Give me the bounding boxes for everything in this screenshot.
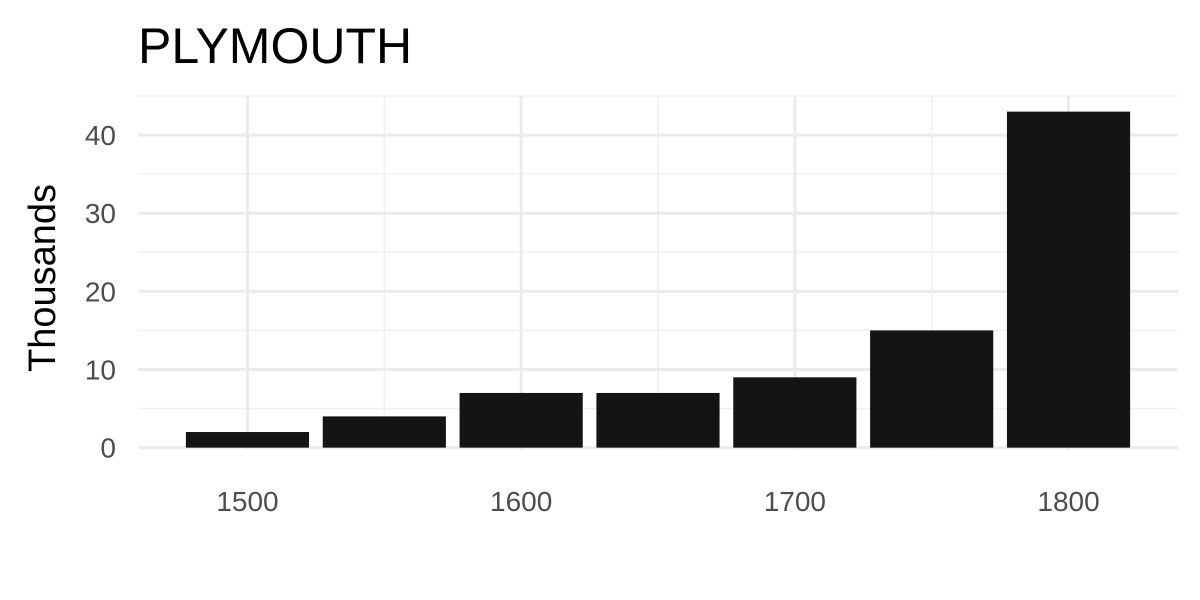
y-axis-ticks: 0 10 20 30 40	[85, 120, 116, 464]
chart-title: PLYMOUTH	[138, 18, 412, 74]
bar	[322, 416, 446, 448]
y-tick-label: 0	[100, 433, 116, 464]
y-axis-label: Thousands	[22, 184, 64, 372]
bar	[870, 330, 994, 448]
y-tick-label: 10	[85, 355, 116, 386]
y-tick-label: 40	[85, 120, 116, 151]
bar	[185, 432, 310, 448]
y-tick-label: 30	[85, 198, 116, 229]
y-tick-label: 20	[85, 276, 116, 307]
bar	[1006, 111, 1131, 448]
x-tick-label: 1700	[764, 486, 826, 517]
x-tick-label: 1500	[216, 486, 278, 517]
x-tick-label: 1600	[490, 486, 552, 517]
x-tick-label: 1800	[1037, 486, 1099, 517]
bar	[459, 392, 583, 448]
bar	[733, 377, 857, 448]
bars	[185, 111, 1131, 448]
bar	[596, 392, 720, 448]
x-axis-ticks: 1500 1600 1700 1800	[216, 486, 1099, 517]
